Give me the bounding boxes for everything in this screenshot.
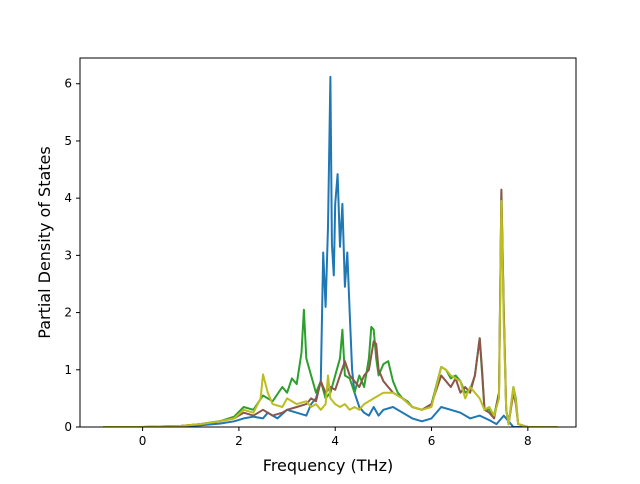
y-tick-label: 2 xyxy=(64,306,72,320)
y-axis-ticks: 0 1 2 3 4 5 6 xyxy=(64,77,80,434)
x-axis-label: Frequency (THz) xyxy=(263,456,393,475)
y-tick-label: 5 xyxy=(64,134,72,148)
x-axis-ticks: 0 2 4 6 8 xyxy=(139,427,532,448)
y-tick-label: 4 xyxy=(64,191,72,205)
x-tick-label: 4 xyxy=(331,434,339,448)
plot-area-frame xyxy=(79,57,577,428)
x-tick-label: 0 xyxy=(139,434,147,448)
pdos-series-1-line xyxy=(103,75,558,427)
x-tick-label: 2 xyxy=(235,434,243,448)
pdos-series-4-line xyxy=(103,200,558,427)
x-tick-label: 6 xyxy=(428,434,436,448)
y-tick-label: 1 xyxy=(64,363,72,377)
x-tick-label: 8 xyxy=(524,434,532,448)
y-tick-label: 3 xyxy=(64,248,72,262)
y-tick-label: 6 xyxy=(64,77,72,91)
series-layer xyxy=(103,75,558,427)
y-tick-label: 0 xyxy=(64,420,72,434)
y-axis-label: Partial Density of States xyxy=(35,146,54,338)
